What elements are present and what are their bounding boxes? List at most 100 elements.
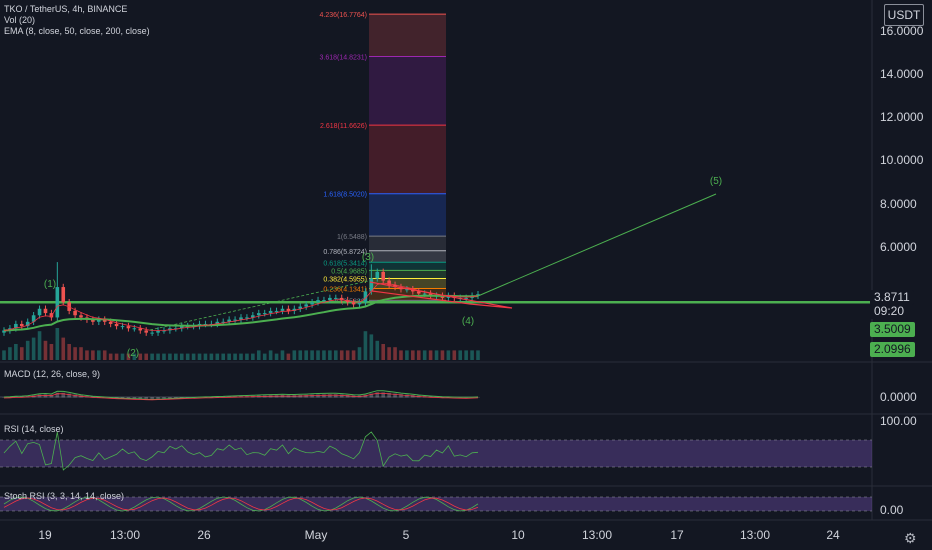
candle-body [476,294,480,296]
candle-body [61,287,66,303]
projection-line [477,193,717,297]
volume-bar [126,353,131,360]
price-tick: 14.0000 [880,67,924,81]
bar-countdown: 09:20 [870,304,909,319]
candle-body [256,313,261,316]
volume-bar [268,350,273,360]
volume-bar [97,350,101,360]
volume-bar [304,350,308,360]
stoch-d-line [3,497,479,511]
time-tick: May [304,528,328,542]
symbol-legend[interactable]: TKO / TetherUS, 4h, BINANCE [4,4,128,14]
candle-body [322,300,326,302]
fib-label: 3.618(14.8231) [320,55,367,62]
volume-bar [239,353,243,360]
candle-body [262,313,267,315]
volume-bar [298,350,303,360]
volume-bar [351,350,356,360]
macd-histogram-bar [14,396,18,398]
candle-body [286,308,291,311]
candle-body [221,321,226,323]
candle-body [73,310,77,316]
macd-histogram-bar [399,394,403,398]
macd-histogram-bar [49,394,54,398]
macd-histogram-bar [138,397,143,399]
candle-body [310,302,314,305]
volume-bar [2,350,6,360]
volume-bar [8,347,12,360]
candle-body [14,323,18,329]
candle-body [375,271,380,279]
volume-bar [132,353,137,360]
candle-body [2,330,6,333]
volume-bar [328,350,332,360]
volume-bar [102,350,107,360]
volume-bar [476,350,480,360]
fib-zone [369,262,446,271]
volume-bar [452,350,457,360]
candle-body [422,293,427,295]
macd-signal-line [3,392,479,401]
volume-bar [381,344,385,360]
stoch-rsi-legend[interactable]: Stoch RSI (3, 3, 14, 14, close) [4,491,125,501]
candle-body [132,328,137,330]
volume-bar [31,337,36,360]
volume-bar [428,350,433,360]
volume-bar [334,350,338,360]
volume-bar [262,353,267,360]
volume-bar [114,353,119,360]
time-tick: 24 [826,528,840,542]
candle-body [304,304,308,307]
wave-label: (5) [710,176,722,187]
volume-bar [440,350,445,360]
time-tick: 13:00 [109,528,141,542]
volume-bar [37,331,42,360]
volume-bar [256,350,261,360]
candle-body [156,330,160,333]
volume-bar [405,350,409,360]
fib-zone [369,250,446,263]
macd-histogram-bar [37,394,42,398]
candle-body [381,271,385,281]
volume-bar [174,353,178,360]
ema-legend[interactable]: EMA (8, close, 50, close, 200, close) [4,26,150,36]
volume-bar [19,347,24,360]
wave-label: (4) [462,316,474,327]
volume-bar [156,353,160,360]
price-tick: 6.0000 [880,240,917,254]
volume-bar [286,353,291,360]
gear-icon[interactable]: ⚙ [904,530,917,546]
candle-body [405,289,409,291]
macd-histogram-bar [334,394,338,398]
candle-body [274,310,279,312]
candle-body [298,306,303,309]
candle-body [280,308,285,311]
macd-legend[interactable]: MACD (12, 26, close, 9) [4,369,101,379]
price-tick: 10.0000 [880,153,924,167]
volume-bar [393,347,397,360]
volume-bar [292,350,297,360]
candle-body [464,297,468,299]
volume-bar [375,340,380,360]
volume-bar [387,347,391,360]
candle-body [126,326,131,329]
currency-unit-button[interactable]: USDT [884,4,924,26]
macd-line [3,390,479,400]
candle-body [387,280,391,285]
macd-histogram-bar [55,392,60,398]
volume-bar [209,353,214,360]
ema-slow-line [3,294,479,332]
volume-bar [43,340,48,360]
volume-bar [345,350,350,360]
rsi-legend[interactable]: RSI (14, close) [4,424,64,434]
volume-bar [108,353,113,360]
macd-histogram-bar [67,393,71,398]
candle-body [79,315,83,318]
macd-histogram-bar [221,396,226,398]
candle-body [268,310,273,314]
fib-zone [369,56,446,126]
volume-bar [120,353,125,360]
macd-histogram-bar [387,392,391,398]
volume-legend[interactable]: Vol (20) [4,15,36,25]
